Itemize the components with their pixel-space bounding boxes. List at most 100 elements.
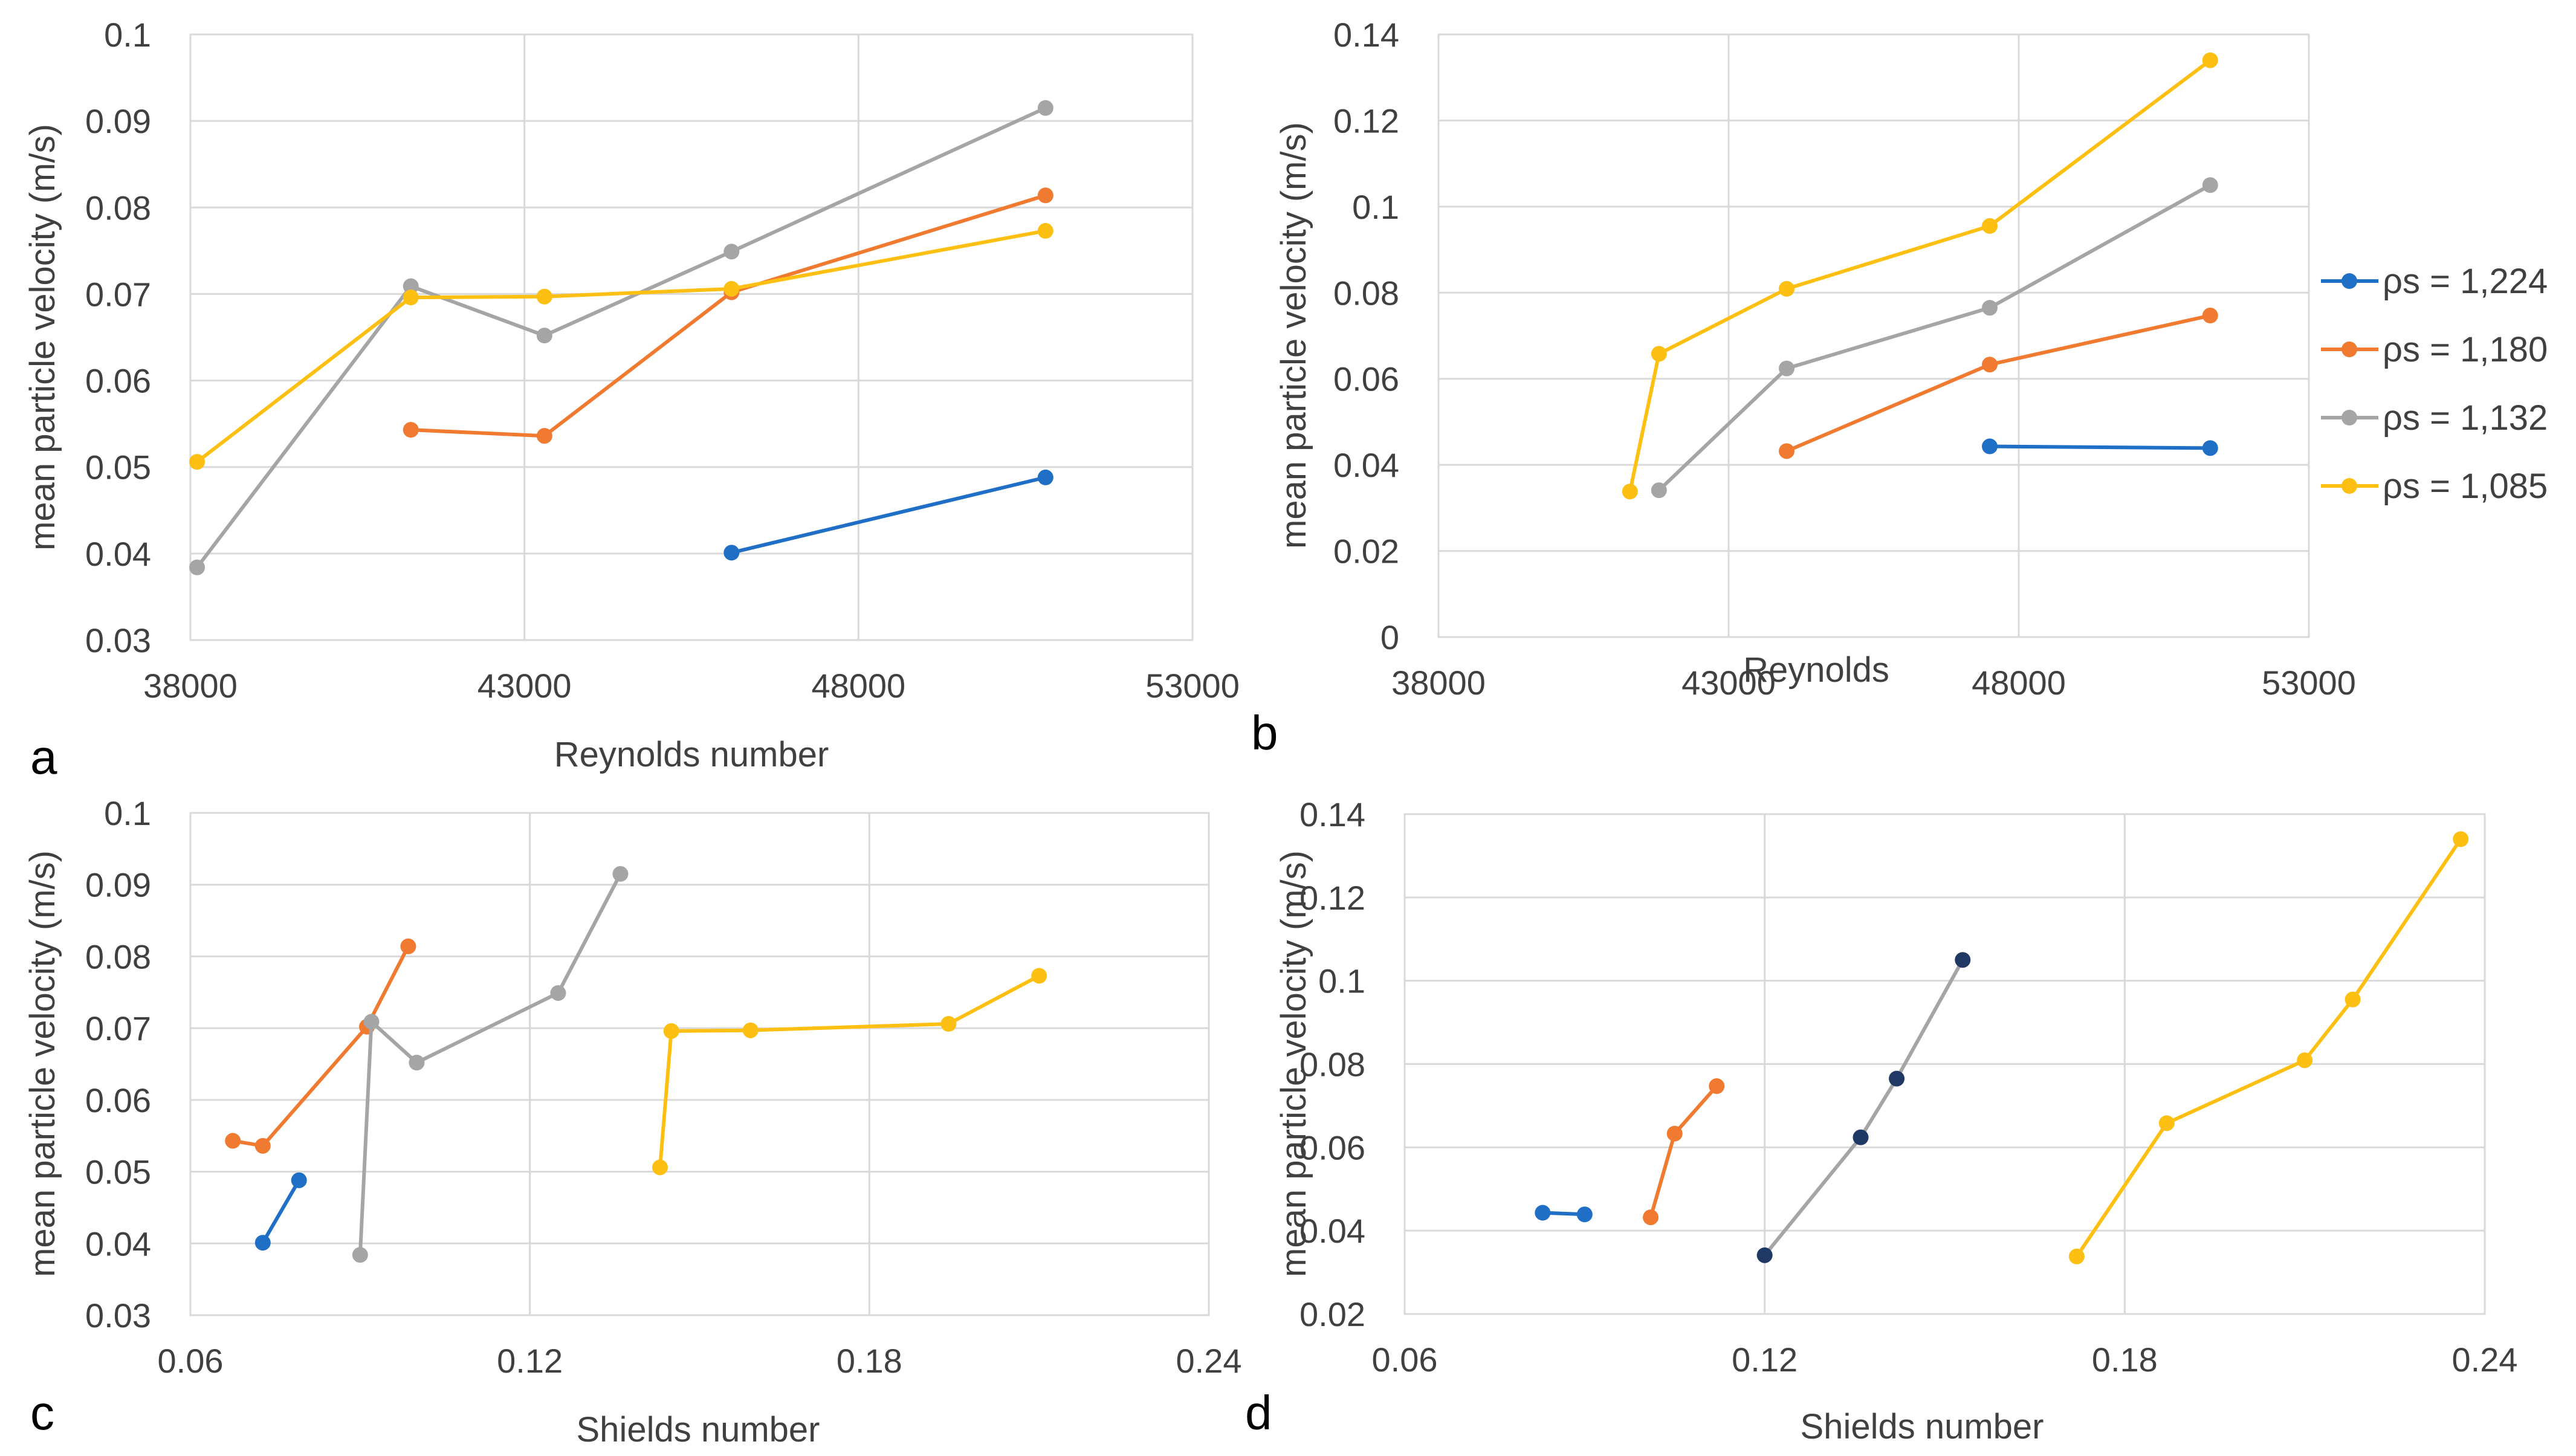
y-axis-label-c: mean particle velocity (m/s)	[23, 850, 62, 1277]
panel-b: 38000 43000 48000 53000 0 0.02 0.04 0.06…	[1251, 16, 2356, 760]
data-point	[2068, 1248, 2085, 1264]
x-ticks-d: 0.06 0.12 0.18 0.24	[1372, 1341, 2518, 1379]
x-tick-label: 0.18	[837, 1342, 902, 1380]
plot-area-a	[189, 33, 1194, 641]
gridlines-c	[189, 812, 1210, 1316]
series-line	[1628, 59, 2212, 492]
x-axis-label-c: Shields number	[577, 1410, 820, 1449]
x-tick-label: 53000	[1145, 667, 1240, 705]
data-point	[1889, 1070, 1905, 1087]
y-tick-label: 0.08	[1333, 274, 1399, 312]
data-point	[2202, 177, 2218, 193]
y-tick-label: 0.14	[1299, 795, 1365, 833]
data-point	[254, 1137, 271, 1154]
y-tick-label: 0.04	[85, 535, 151, 573]
y-tick-label: 0.12	[1299, 879, 1365, 917]
data-point	[409, 1055, 425, 1071]
legend-entry: ρs = 1,132	[2321, 398, 2548, 438]
data-point	[1666, 1125, 1683, 1142]
x-tick-label: 0.12	[497, 1342, 563, 1380]
data-point	[1982, 357, 1998, 373]
gridlines-b	[1437, 33, 2310, 638]
plot-area-b	[1437, 33, 2310, 638]
y-axis-label-d: mean particle velocity (m/s)	[1274, 850, 1313, 1277]
data-point	[225, 1133, 241, 1149]
data-point	[2202, 440, 2218, 456]
series-b	[1622, 52, 2218, 500]
series-d	[1535, 831, 2469, 1264]
data-point	[1622, 484, 1638, 500]
y-ticks-b: 0 0.02 0.04 0.06 0.08 0.1 0.12 0.14	[1333, 16, 1399, 656]
y-tick-label: 0.04	[1333, 446, 1399, 484]
legend-marker	[2341, 273, 2357, 289]
y-tick-label: 0.06	[1333, 360, 1399, 398]
y-tick-label: 0.05	[85, 448, 151, 487]
data-point	[189, 559, 205, 575]
y-ticks-a: 0.03 0.04 0.05 0.06 0.07 0.08 0.09 0.1	[85, 16, 151, 659]
data-point	[1031, 968, 1047, 984]
y-tick-label: 0.08	[1299, 1046, 1365, 1084]
legend-entry: ρs = 1,224	[2321, 262, 2548, 301]
data-point	[291, 1172, 307, 1188]
x-ticks-b: 38000 43000 48000 53000	[1391, 664, 2356, 702]
x-tick-label: 48000	[1972, 664, 2066, 702]
gridlines-d	[1403, 813, 2486, 1315]
y-tick-label: 0.1	[104, 794, 151, 832]
y-tick-label: 0.02	[1299, 1295, 1365, 1333]
y-tick-label: 0.14	[1333, 16, 1399, 54]
y-axis-label-a: mean particle velocity (m/s)	[23, 124, 62, 551]
legend-marker	[2341, 478, 2357, 494]
data-point	[536, 288, 552, 305]
x-axis-label-b: Reynolds	[1743, 650, 1889, 690]
data-point	[652, 1159, 668, 1176]
data-point	[1853, 1129, 1869, 1145]
y-tick-label: 0.03	[85, 621, 151, 659]
data-point	[742, 1022, 759, 1038]
data-point	[536, 428, 552, 444]
data-point	[1037, 100, 1053, 116]
y-axis-label-b: mean particle velocity (m/s)	[1274, 122, 1313, 549]
data-point	[550, 985, 566, 1001]
data-point	[403, 422, 419, 438]
data-point	[1779, 443, 1794, 459]
plot-area-c	[189, 812, 1210, 1316]
series-a	[189, 100, 1053, 575]
data-point	[1643, 1209, 1659, 1226]
x-ticks-a: 38000 43000 48000 53000	[143, 667, 1240, 705]
data-point	[723, 244, 740, 260]
data-point	[1779, 360, 1794, 377]
series-line	[410, 193, 1046, 438]
x-tick-label: 0.12	[1732, 1341, 1798, 1379]
data-point	[2345, 991, 2361, 1008]
data-point	[2297, 1052, 2313, 1069]
y-tick-label: 0.12	[1333, 102, 1399, 140]
data-point	[2202, 308, 2218, 324]
series-line	[1657, 183, 2212, 492]
data-point	[400, 938, 416, 954]
x-tick-label: 38000	[143, 667, 238, 705]
x-axis-label-d: Shields number	[1801, 1407, 2044, 1446]
series-line	[2075, 838, 2462, 1258]
data-point	[1651, 346, 1667, 362]
legend-label: ρs = 1,085	[2383, 467, 2548, 506]
data-point	[1982, 438, 1998, 455]
y-ticks-d: 0.02 0.04 0.06 0.08 0.1 0.12 0.14	[1299, 795, 1365, 1333]
data-point	[723, 545, 740, 561]
y-tick-label: 0.06	[85, 1081, 151, 1119]
data-point	[536, 328, 552, 344]
x-tick-label: 53000	[2262, 664, 2356, 702]
data-point	[663, 1023, 679, 1039]
x-tick-label: 48000	[811, 667, 905, 705]
data-point	[1037, 187, 1053, 204]
panel-c: 0.06 0.12 0.18 0.24 0.03 0.04 0.05 0.06 …	[23, 794, 1242, 1449]
data-point	[612, 866, 629, 882]
data-point	[189, 454, 205, 470]
series-line	[658, 974, 1040, 1168]
data-point	[1535, 1205, 1551, 1221]
data-point	[352, 1247, 368, 1263]
panel-label-b: b	[1251, 706, 1278, 760]
data-point	[1756, 1247, 1773, 1263]
data-point	[1037, 222, 1053, 239]
series-line	[731, 475, 1046, 555]
data-point	[1651, 482, 1667, 499]
